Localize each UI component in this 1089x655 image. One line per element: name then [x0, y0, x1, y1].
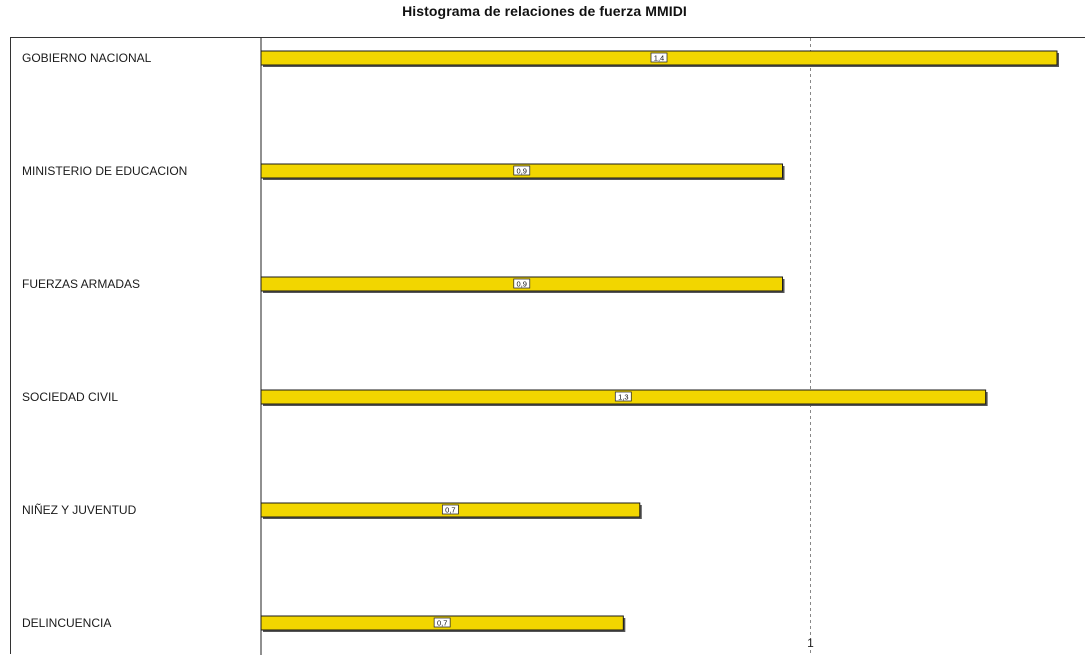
data-label: 0,7: [437, 619, 447, 628]
data-label-box: [513, 278, 531, 289]
data-label-box: [513, 165, 531, 176]
category-label: SOCIEDAD CIVIL: [22, 390, 118, 404]
category-label: NIÑEZ Y JUVENTUD: [22, 503, 137, 517]
category-label: MINISTERIO DE EDUCACION: [22, 164, 187, 178]
data-label: 1,3: [618, 393, 628, 402]
data-label: 0,9: [517, 280, 527, 289]
data-label: 0,9: [517, 167, 527, 176]
reference-line-label: 1: [807, 636, 814, 650]
plot-frame: [10, 37, 1085, 654]
category-label: FUERZAS ARMADAS: [22, 277, 140, 291]
data-label-box: [650, 52, 668, 63]
data-label: 1,4: [654, 54, 664, 63]
data-label: 0,7: [445, 506, 455, 515]
category-label: DELINCUENCIA: [22, 616, 111, 630]
data-label-box: [433, 617, 451, 628]
category-label: GOBIERNO NACIONAL: [22, 51, 152, 65]
data-label-box: [441, 504, 459, 515]
chart-title: Histograma de relaciones de fuerza MMIDI: [402, 3, 687, 19]
data-label-box: [614, 391, 632, 402]
